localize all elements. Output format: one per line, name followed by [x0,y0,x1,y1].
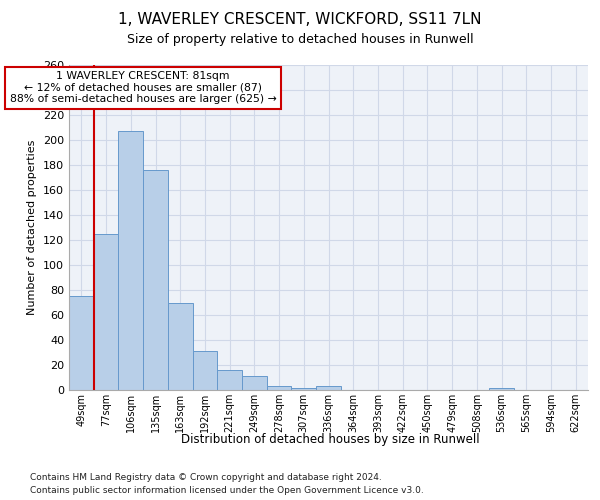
Bar [118,131,143,390]
Text: 1 WAVERLEY CRESCENT: 81sqm
← 12% of detached houses are smaller (87)
88% of semi: 1 WAVERLEY CRESCENT: 81sqm ← 12% of deta… [10,71,277,104]
Bar [316,386,341,390]
Bar [168,302,193,390]
Text: Contains public sector information licensed under the Open Government Licence v3: Contains public sector information licen… [30,486,424,495]
Y-axis label: Number of detached properties: Number of detached properties [28,140,37,315]
Bar [267,386,292,390]
Bar [193,351,217,390]
Bar [292,388,316,390]
Text: Distribution of detached houses by size in Runwell: Distribution of detached houses by size … [181,432,479,446]
Bar [69,296,94,390]
Bar [242,376,267,390]
Text: 1, WAVERLEY CRESCENT, WICKFORD, SS11 7LN: 1, WAVERLEY CRESCENT, WICKFORD, SS11 7LN [118,12,482,28]
Bar [143,170,168,390]
Bar [489,388,514,390]
Text: Size of property relative to detached houses in Runwell: Size of property relative to detached ho… [127,32,473,46]
Text: Contains HM Land Registry data © Crown copyright and database right 2024.: Contains HM Land Registry data © Crown c… [30,472,382,482]
Bar [94,234,118,390]
Bar [217,370,242,390]
